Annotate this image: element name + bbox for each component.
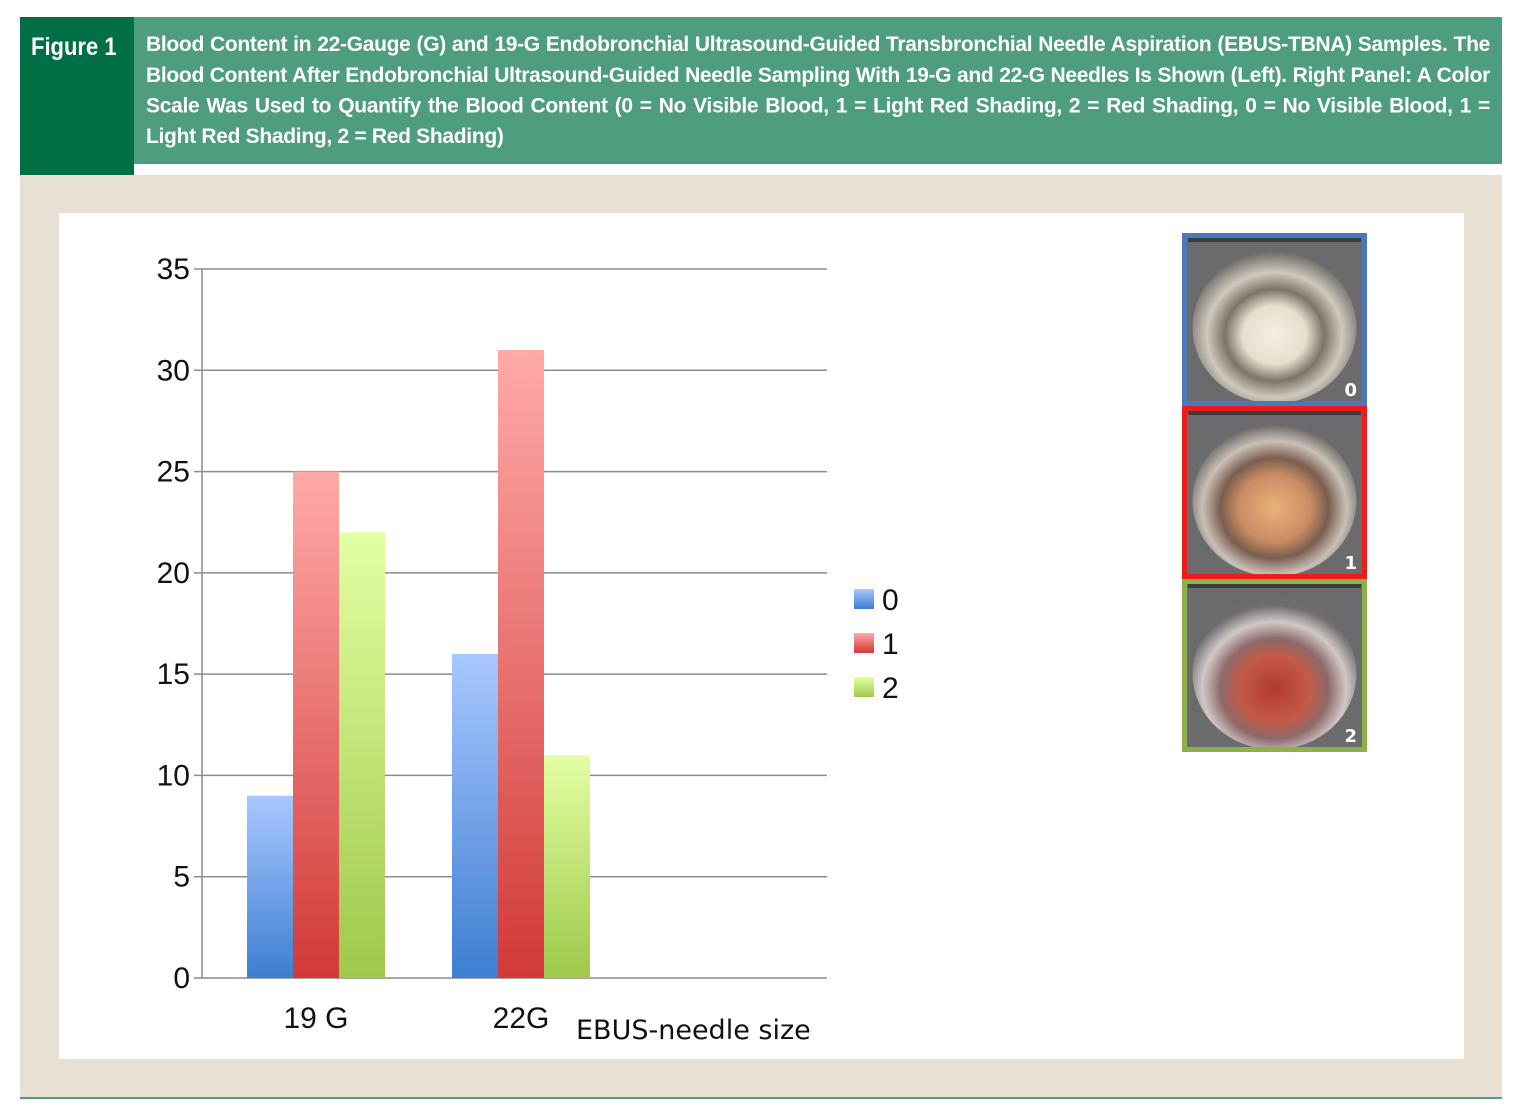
y-tick-label: 20 — [157, 557, 190, 590]
sample-border — [1182, 233, 1367, 406]
sample-border — [1182, 579, 1367, 752]
bar — [452, 653, 498, 978]
legend-swatch — [854, 677, 874, 697]
x-axis-title: EBUS-needle size — [576, 1015, 811, 1046]
y-tick-label: 35 — [157, 253, 190, 286]
x-category-label: 22G — [493, 1002, 550, 1035]
figure-label: Figure 1 — [20, 17, 134, 182]
legend-label: 0 — [882, 584, 899, 617]
y-tick-label: 0 — [173, 962, 190, 995]
sample-well — [1192, 424, 1357, 577]
color-scale-label: 0 — [1344, 380, 1357, 401]
bar — [293, 471, 339, 978]
legend-label: 2 — [882, 672, 899, 705]
y-tick-label: 30 — [157, 354, 190, 387]
color-scale-label: 2 — [1344, 726, 1357, 747]
figure-bottom-rule — [20, 1097, 1502, 1099]
y-tick-label: 10 — [157, 759, 190, 792]
y-tick-label: 15 — [157, 658, 190, 691]
sample-border — [1182, 406, 1367, 579]
plot-axes: 0 5 10 15 20 25 30 35 19 G 22G EBUS-needle size — [157, 253, 811, 1046]
sample-well — [1192, 251, 1357, 404]
x-category-label: 19 G — [283, 1002, 348, 1035]
sample-well-red-icon: 2 — [1182, 579, 1367, 752]
sample-well — [1192, 597, 1357, 750]
figure-header: Figure 1 Blood Content in 22-Gauge (G) a… — [20, 17, 1502, 182]
color-scale-label: 1 — [1344, 553, 1357, 574]
sample-well-no-blood-icon: 0 — [1182, 233, 1367, 406]
legend-swatch — [854, 589, 874, 609]
sample-top-edge — [1188, 411, 1361, 415]
sample-well-light-red-icon: 1 — [1182, 406, 1367, 579]
legend: 0 1 2 — [854, 584, 899, 705]
sample-top-edge — [1188, 584, 1361, 588]
y-tick-label: 5 — [173, 861, 190, 894]
bar — [247, 795, 293, 978]
sample-top-edge — [1188, 238, 1361, 242]
y-tick-label: 25 — [157, 456, 190, 489]
legend-label: 1 — [882, 628, 899, 661]
legend-swatch — [854, 633, 874, 653]
bar — [544, 755, 590, 978]
bar — [339, 532, 385, 978]
color-scale-panel: 0 1 2 — [1182, 233, 1367, 752]
plot-bars — [247, 350, 590, 978]
bar — [498, 350, 544, 978]
figure-caption: Blood Content in 22-Gauge (G) and 19-G E… — [146, 32, 1490, 149]
